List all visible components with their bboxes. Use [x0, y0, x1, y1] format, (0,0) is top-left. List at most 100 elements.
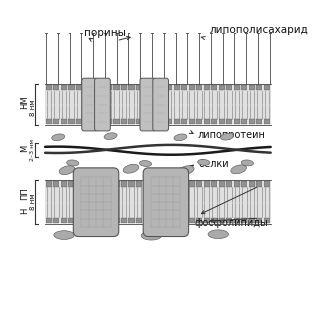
Bar — [204, 85, 210, 90]
Bar — [249, 85, 255, 90]
Bar — [219, 181, 225, 187]
Bar — [211, 85, 217, 90]
Bar — [129, 85, 135, 90]
Bar — [234, 119, 240, 124]
Text: 8 нм: 8 нм — [29, 194, 36, 211]
Bar — [166, 181, 172, 187]
FancyBboxPatch shape — [143, 168, 188, 236]
Bar — [61, 119, 67, 124]
Bar — [136, 85, 142, 90]
Bar — [53, 85, 60, 90]
Bar — [106, 181, 112, 187]
Bar — [121, 85, 127, 90]
Bar — [99, 85, 105, 90]
Ellipse shape — [220, 133, 234, 140]
Bar — [241, 181, 247, 187]
Bar — [226, 85, 232, 90]
Ellipse shape — [67, 160, 79, 166]
Bar — [219, 85, 225, 90]
Ellipse shape — [141, 231, 162, 240]
FancyBboxPatch shape — [82, 78, 98, 131]
Bar — [53, 119, 60, 124]
Bar — [136, 218, 142, 223]
Bar — [241, 119, 247, 124]
Bar — [234, 218, 240, 223]
Bar — [174, 85, 180, 90]
Ellipse shape — [208, 230, 228, 239]
Bar — [234, 181, 240, 187]
Bar — [249, 119, 255, 124]
Bar — [174, 119, 180, 124]
Bar — [166, 119, 172, 124]
Bar — [46, 181, 52, 187]
Bar — [68, 119, 75, 124]
Bar — [204, 119, 210, 124]
Bar — [53, 218, 60, 223]
Text: М: М — [20, 145, 29, 152]
Bar — [144, 119, 150, 124]
Bar — [53, 181, 60, 187]
Bar — [241, 85, 247, 90]
Bar — [76, 119, 82, 124]
Bar — [121, 218, 127, 223]
Bar — [226, 181, 232, 187]
Bar — [151, 218, 157, 223]
Bar — [84, 85, 90, 90]
Bar — [204, 181, 210, 187]
Bar — [106, 218, 112, 223]
Bar — [264, 119, 270, 124]
Bar — [46, 119, 52, 124]
Bar — [219, 119, 225, 124]
Bar — [76, 181, 82, 187]
Bar — [61, 218, 67, 223]
Bar — [144, 181, 150, 187]
Bar — [181, 119, 187, 124]
Text: НМ: НМ — [20, 95, 29, 108]
Bar — [211, 218, 217, 223]
Bar — [189, 181, 195, 187]
Bar — [256, 85, 262, 90]
Bar — [264, 181, 270, 187]
Bar — [45, 187, 271, 218]
Bar — [181, 218, 187, 223]
Bar — [151, 181, 157, 187]
Bar — [151, 119, 157, 124]
Bar — [76, 218, 82, 223]
FancyBboxPatch shape — [140, 78, 156, 131]
Bar — [144, 85, 150, 90]
Bar — [114, 218, 120, 223]
Text: ПП: ПП — [20, 187, 29, 200]
Bar — [256, 218, 262, 223]
Bar — [144, 218, 150, 223]
Bar — [159, 119, 165, 124]
Bar — [181, 181, 187, 187]
Bar — [189, 218, 195, 223]
Bar — [174, 218, 180, 223]
FancyBboxPatch shape — [95, 78, 110, 131]
Bar — [84, 119, 90, 124]
Ellipse shape — [59, 166, 75, 175]
Bar — [196, 119, 202, 124]
Bar — [129, 181, 135, 187]
Ellipse shape — [198, 159, 210, 165]
Bar — [189, 85, 195, 90]
Bar — [91, 119, 97, 124]
Bar — [256, 181, 262, 187]
Bar — [61, 181, 67, 187]
Ellipse shape — [54, 231, 74, 239]
Bar — [136, 181, 142, 187]
Bar — [68, 85, 75, 90]
Bar — [159, 85, 165, 90]
Bar — [129, 119, 135, 124]
Bar — [249, 218, 255, 223]
Ellipse shape — [241, 160, 253, 166]
Bar — [166, 85, 172, 90]
Bar — [84, 218, 90, 223]
Bar — [106, 85, 112, 90]
Bar — [234, 85, 240, 90]
Bar — [196, 85, 202, 90]
Ellipse shape — [174, 134, 187, 141]
Bar — [189, 119, 195, 124]
Ellipse shape — [123, 164, 139, 173]
Bar — [99, 181, 105, 187]
